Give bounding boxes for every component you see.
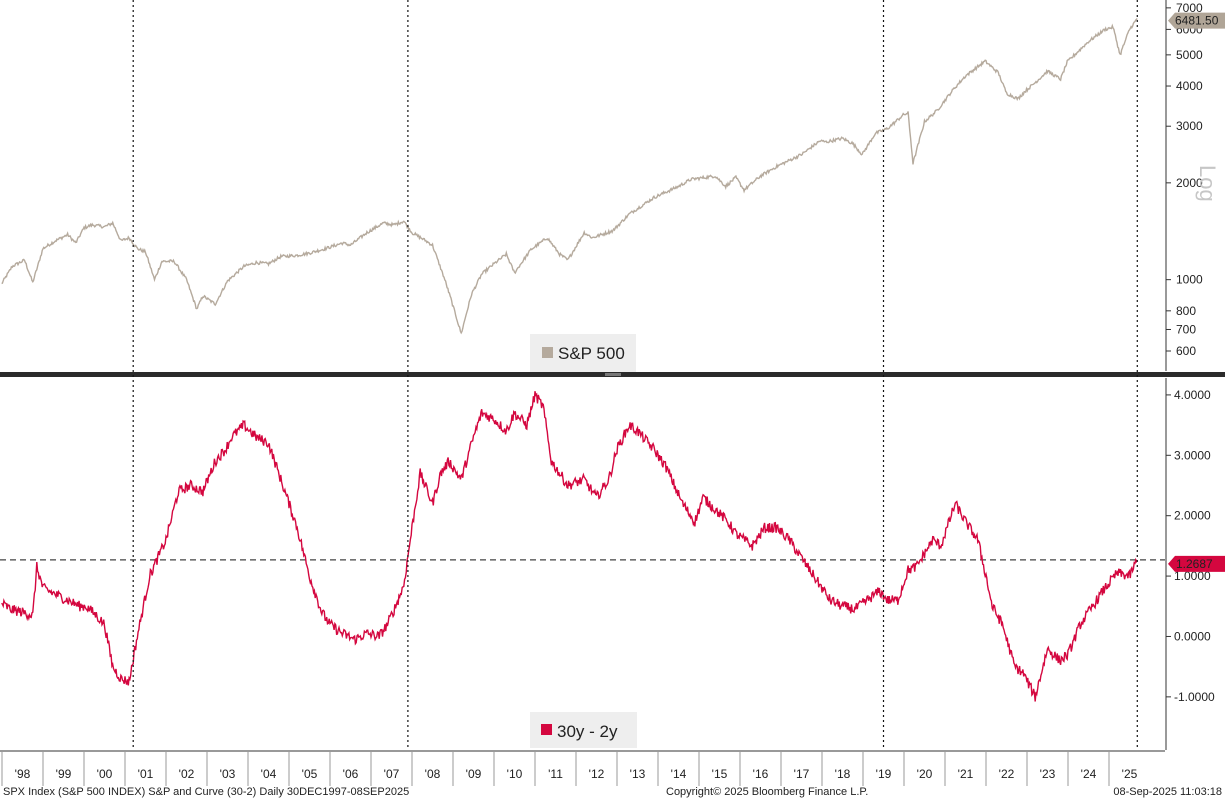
x-tick-label: '01	[138, 767, 154, 781]
curve-tick-label: -1.0000	[1174, 690, 1215, 704]
sp500-tick-label: 700	[1176, 322, 1196, 336]
sp500-tick-label: 4000	[1176, 79, 1203, 93]
footer-description: SPX Index (S&P 500 INDEX) S&P and Curve …	[3, 786, 410, 798]
sp500-legend-swatch	[542, 347, 553, 358]
sp500-tick-label: 5000	[1176, 48, 1203, 62]
sp500-tick-label: 7000	[1176, 1, 1203, 15]
sp500-last-value-tag: 6481.50	[1168, 12, 1225, 29]
sp500-last-value-label: 6481.50	[1175, 14, 1219, 28]
sp500-tick-label: 800	[1176, 304, 1196, 318]
sp500-last-value-bg	[1168, 12, 1225, 29]
panel-divider[interactable]	[0, 372, 1225, 377]
x-tick-label: '08	[425, 767, 441, 781]
sp500-legend-label: S&P 500	[558, 344, 625, 363]
x-tick-label: '09	[466, 767, 482, 781]
divider-grip-handle[interactable]	[605, 373, 621, 376]
curve-last-value-tag: 1.2687	[1168, 555, 1225, 572]
curve-last-value-bg	[1168, 555, 1225, 572]
sp500-tick-label: 600	[1176, 344, 1196, 358]
x-tick-label: '12	[589, 767, 605, 781]
x-tick-label: '05	[302, 767, 318, 781]
sp500-tick-label: 1000	[1176, 273, 1203, 287]
curve-legend: 30y - 2y	[530, 712, 637, 748]
x-tick-label: '22	[999, 767, 1015, 781]
curve-tick-label: 2.0000	[1174, 509, 1211, 523]
x-tick-label: '16	[753, 767, 769, 781]
footer-copyright: Copyright© 2025 Bloomberg Finance L.P.	[666, 786, 869, 798]
x-tick-label: '21	[958, 767, 974, 781]
log-scale-label: Log	[1195, 165, 1220, 202]
x-tick-label: '20	[917, 767, 933, 781]
x-tick-label: '18	[835, 767, 851, 781]
x-tick-label: '13	[630, 767, 646, 781]
sp500-tick-label: 2000	[1176, 176, 1203, 190]
x-tick-label: '99	[56, 767, 72, 781]
curve-tick-label: 1.0000	[1174, 569, 1211, 583]
x-tick-label: '06	[343, 767, 359, 781]
x-axis: '98 '99 '00 '01 '02 '03 '04 '05 '06 '07 '08 '09 '10 '…	[0, 750, 1165, 786]
sp500-legend: S&P 500	[530, 334, 636, 372]
sp500-series-line	[1, 18, 1138, 335]
x-tick-label: '04	[261, 767, 277, 781]
x-tick-label: '00	[97, 767, 113, 781]
curve-series-line	[1, 391, 1138, 702]
x-tick-label: '03	[220, 767, 236, 781]
footer-timestamp: 08-Sep-2025 11:03:18	[1113, 786, 1222, 798]
x-tick-label: '98	[15, 767, 31, 781]
x-tick-label: '19	[876, 767, 892, 781]
sp500-tick-label: 3000	[1176, 119, 1203, 133]
curve-tick-label: 0.0000	[1174, 629, 1211, 643]
x-tick-label: '23	[1040, 767, 1056, 781]
vertical-markers	[132, 0, 1138, 750]
x-tick-label: '02	[179, 767, 195, 781]
curve-tick-label: 3.0000	[1174, 448, 1211, 462]
x-tick-label: '17	[794, 767, 810, 781]
x-tick-label: '15	[712, 767, 728, 781]
x-tick-label: '14	[671, 767, 687, 781]
x-tick-label: '11	[548, 767, 563, 781]
x-tick-label: '25	[1122, 767, 1138, 781]
curve-last-value-label: 1.2687	[1176, 557, 1213, 571]
x-tick-label: '24	[1081, 767, 1097, 781]
curve-legend-label: 30y - 2y	[557, 722, 618, 741]
curve-legend-swatch	[541, 724, 552, 735]
curve-y-axis: -1.0000 0.0000 1.0000 2.0000 3.0000 4.0000	[1165, 378, 1215, 750]
x-tick-label: '10	[507, 767, 523, 781]
curve-tick-label: 4.0000	[1174, 388, 1211, 402]
curve-panel: -1.0000 0.0000 1.0000 2.0000 3.0000 4.0000 1.…	[0, 378, 1225, 750]
x-tick-label: '07	[384, 767, 400, 781]
